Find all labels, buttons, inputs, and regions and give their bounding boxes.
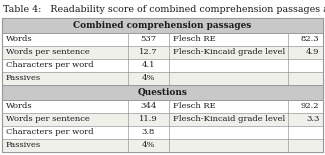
Bar	[2, 139, 323, 152]
Bar	[2, 72, 323, 85]
Text: 537: 537	[140, 35, 157, 43]
Text: Words: Words	[6, 35, 32, 43]
Text: 4%: 4%	[142, 74, 155, 82]
Bar	[2, 59, 323, 72]
Text: 4.1: 4.1	[142, 61, 155, 69]
Text: Flesch RE: Flesch RE	[174, 35, 216, 43]
Bar	[2, 113, 323, 126]
Text: Flesch RE: Flesch RE	[174, 102, 216, 110]
Text: Flesch-Kincaid grade level: Flesch-Kincaid grade level	[174, 48, 286, 56]
Bar	[2, 33, 323, 46]
Text: 92.2: 92.2	[301, 102, 319, 110]
Text: 4.9: 4.9	[306, 48, 319, 56]
Bar	[2, 18, 323, 33]
Text: 82.3: 82.3	[301, 35, 319, 43]
Text: Passives: Passives	[6, 74, 41, 82]
Text: Table 4:   Readability score of combined comprehension passages and questions: Table 4: Readability score of combined c…	[3, 5, 325, 14]
Text: Characters per word: Characters per word	[6, 61, 93, 69]
Text: Flesch-Kincaid grade level: Flesch-Kincaid grade level	[174, 115, 286, 123]
Text: 4%: 4%	[142, 141, 155, 149]
Bar	[2, 100, 323, 113]
Text: Words: Words	[6, 102, 32, 110]
Bar	[2, 46, 323, 59]
Text: 12.7: 12.7	[139, 48, 158, 56]
Text: 11.9: 11.9	[139, 115, 158, 123]
Bar	[2, 85, 323, 100]
Text: Words per sentence: Words per sentence	[6, 115, 89, 123]
Text: 344: 344	[140, 102, 157, 110]
Text: 3.8: 3.8	[142, 128, 155, 136]
Text: Words per sentence: Words per sentence	[6, 48, 89, 56]
Text: Characters per word: Characters per word	[6, 128, 93, 136]
Text: 3.3: 3.3	[306, 115, 319, 123]
Bar	[2, 18, 323, 152]
Text: Passives: Passives	[6, 141, 41, 149]
Bar	[2, 126, 323, 139]
Text: Questions: Questions	[137, 88, 188, 97]
Text: Combined comprehension passages: Combined comprehension passages	[73, 21, 252, 30]
